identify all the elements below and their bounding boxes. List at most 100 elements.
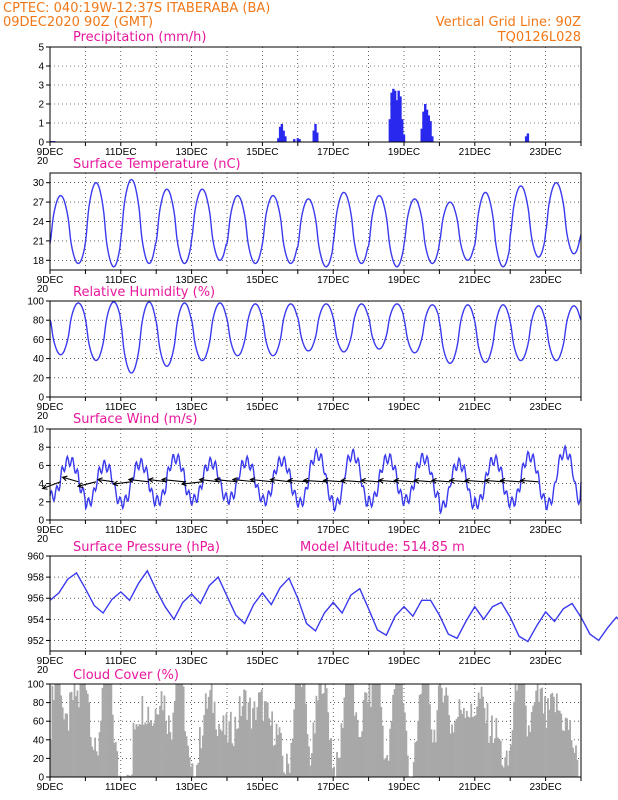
precip-y-tick-label: 1 xyxy=(38,119,44,130)
cloud-bar xyxy=(544,696,546,777)
cloud-bar xyxy=(325,688,328,777)
cloud-bar xyxy=(558,710,561,777)
cloud-bar xyxy=(221,731,223,777)
humidity-x-label: 11DEC xyxy=(105,402,137,413)
temperature-line xyxy=(49,178,582,268)
cloud-bar xyxy=(241,706,244,777)
cloud-bar xyxy=(308,746,310,777)
cloud-bar xyxy=(85,690,88,777)
cloud-bar xyxy=(240,716,243,777)
cloud-bar xyxy=(106,684,108,777)
wind-vector xyxy=(500,479,521,483)
cloud-bar xyxy=(561,730,564,777)
cloud-bar xyxy=(504,757,507,777)
cloud-bar xyxy=(458,699,461,777)
wind-year-fragment: 20 xyxy=(37,534,49,545)
cloud-bar xyxy=(144,722,147,777)
temp-panel: 18 21 24 27 30 9DEC 11DEC 13DEC 15DEC 17DEC 19DEC 2… xyxy=(33,173,582,295)
cloud-bar xyxy=(322,693,325,777)
pressure-y-tick-label: 960 xyxy=(27,552,44,563)
cloud-bar xyxy=(430,729,433,777)
cloud-bar xyxy=(575,745,577,777)
cloud-bar xyxy=(187,745,189,777)
cloud-bar xyxy=(238,696,241,777)
cloud-bar xyxy=(246,719,248,777)
cloud-bar xyxy=(212,712,215,777)
humidity-title: Relative Humidity (%) xyxy=(73,285,215,300)
cloud-bar xyxy=(182,686,185,777)
cloud-bar xyxy=(414,742,417,777)
cloud-bar xyxy=(200,748,203,777)
cloud-bar xyxy=(488,742,490,777)
wind-vector xyxy=(232,478,256,483)
wind-vector xyxy=(449,479,468,483)
cloud-bar xyxy=(491,715,493,777)
wind-x-label: 15DEC xyxy=(246,525,278,536)
temp-x-label: 9DEC xyxy=(37,275,64,286)
cloud-bar xyxy=(278,727,281,777)
wind-y-tick-label: 8 xyxy=(38,443,44,454)
cloud-y-tick-label: 60 xyxy=(33,717,45,728)
cloud-x-label: 19DEC xyxy=(388,782,420,793)
precip-bar xyxy=(431,136,434,142)
cloud-bar xyxy=(378,684,381,777)
cloud-y-tick-label: 80 xyxy=(33,698,45,709)
cloud-bar xyxy=(519,684,521,777)
temp-title: Surface Temperature (nC) xyxy=(73,157,241,172)
cloud-bar xyxy=(412,762,415,777)
cloud-bar xyxy=(352,684,355,777)
cloud-bar xyxy=(576,759,579,777)
cloud-bar xyxy=(83,684,86,777)
wind-x-label: 19DEC xyxy=(388,525,420,536)
cloud-bar xyxy=(522,684,524,777)
cloud-bar xyxy=(393,689,396,777)
cloud-bar xyxy=(365,692,368,777)
cloud-bar xyxy=(511,730,514,777)
cloud-bar xyxy=(321,693,324,777)
precip-bar xyxy=(524,136,528,142)
cloud-bar xyxy=(138,723,141,777)
wind-x-label: 21DEC xyxy=(459,525,491,536)
cloud-bar xyxy=(111,714,114,777)
cloud-bar xyxy=(336,751,338,777)
cloud-bar xyxy=(126,774,129,777)
pressure-y-tick-label: 956 xyxy=(27,594,44,605)
cloud-bar xyxy=(342,727,344,777)
cloud-bar xyxy=(277,734,279,777)
precip-x-label: 11DEC xyxy=(105,147,137,158)
humidity-x-label: 17DEC xyxy=(317,402,349,413)
cloud-bar xyxy=(526,736,529,777)
cloud-bar xyxy=(345,684,347,777)
cloud-bar xyxy=(328,739,331,777)
cloud-bar xyxy=(482,696,484,777)
pressure-panel: 952 954 956 958 960 9DEC 11DEC 13DEC 15DEC 17DEC 1… xyxy=(27,552,582,676)
cloud-bar xyxy=(265,701,268,777)
precip-year-fragment: 20 xyxy=(37,156,49,167)
humidity-y-tick-label: 60 xyxy=(33,335,45,346)
precip-bar xyxy=(401,119,404,142)
cloud-bar xyxy=(260,689,263,777)
temp-frame xyxy=(49,172,582,271)
wind-y-tick-label: 10 xyxy=(33,425,45,436)
cloud-bar xyxy=(64,713,67,777)
cloud-bar xyxy=(303,684,306,777)
cloud-bar xyxy=(367,702,369,777)
cloud-bar xyxy=(492,742,495,777)
cloud-bar xyxy=(176,684,179,777)
cloud-bar xyxy=(75,696,77,777)
cloud-bar xyxy=(324,684,327,777)
cloud-bar xyxy=(533,702,536,777)
cloud-title: Cloud Cover (%) xyxy=(73,668,179,683)
temp-x-label: 21DEC xyxy=(459,275,491,286)
wind-speed-line xyxy=(49,444,582,515)
cloud-bar xyxy=(426,684,428,777)
wind-vector-head xyxy=(483,477,490,484)
cloud-bar xyxy=(107,684,110,777)
cloud-bar xyxy=(97,755,99,777)
cloud-bar xyxy=(61,707,64,777)
cloud-bar xyxy=(256,707,259,777)
cloud-bar xyxy=(381,725,384,777)
cloud-bar xyxy=(80,684,83,777)
cloud-bar xyxy=(460,709,462,777)
cloud-bar xyxy=(375,684,378,777)
